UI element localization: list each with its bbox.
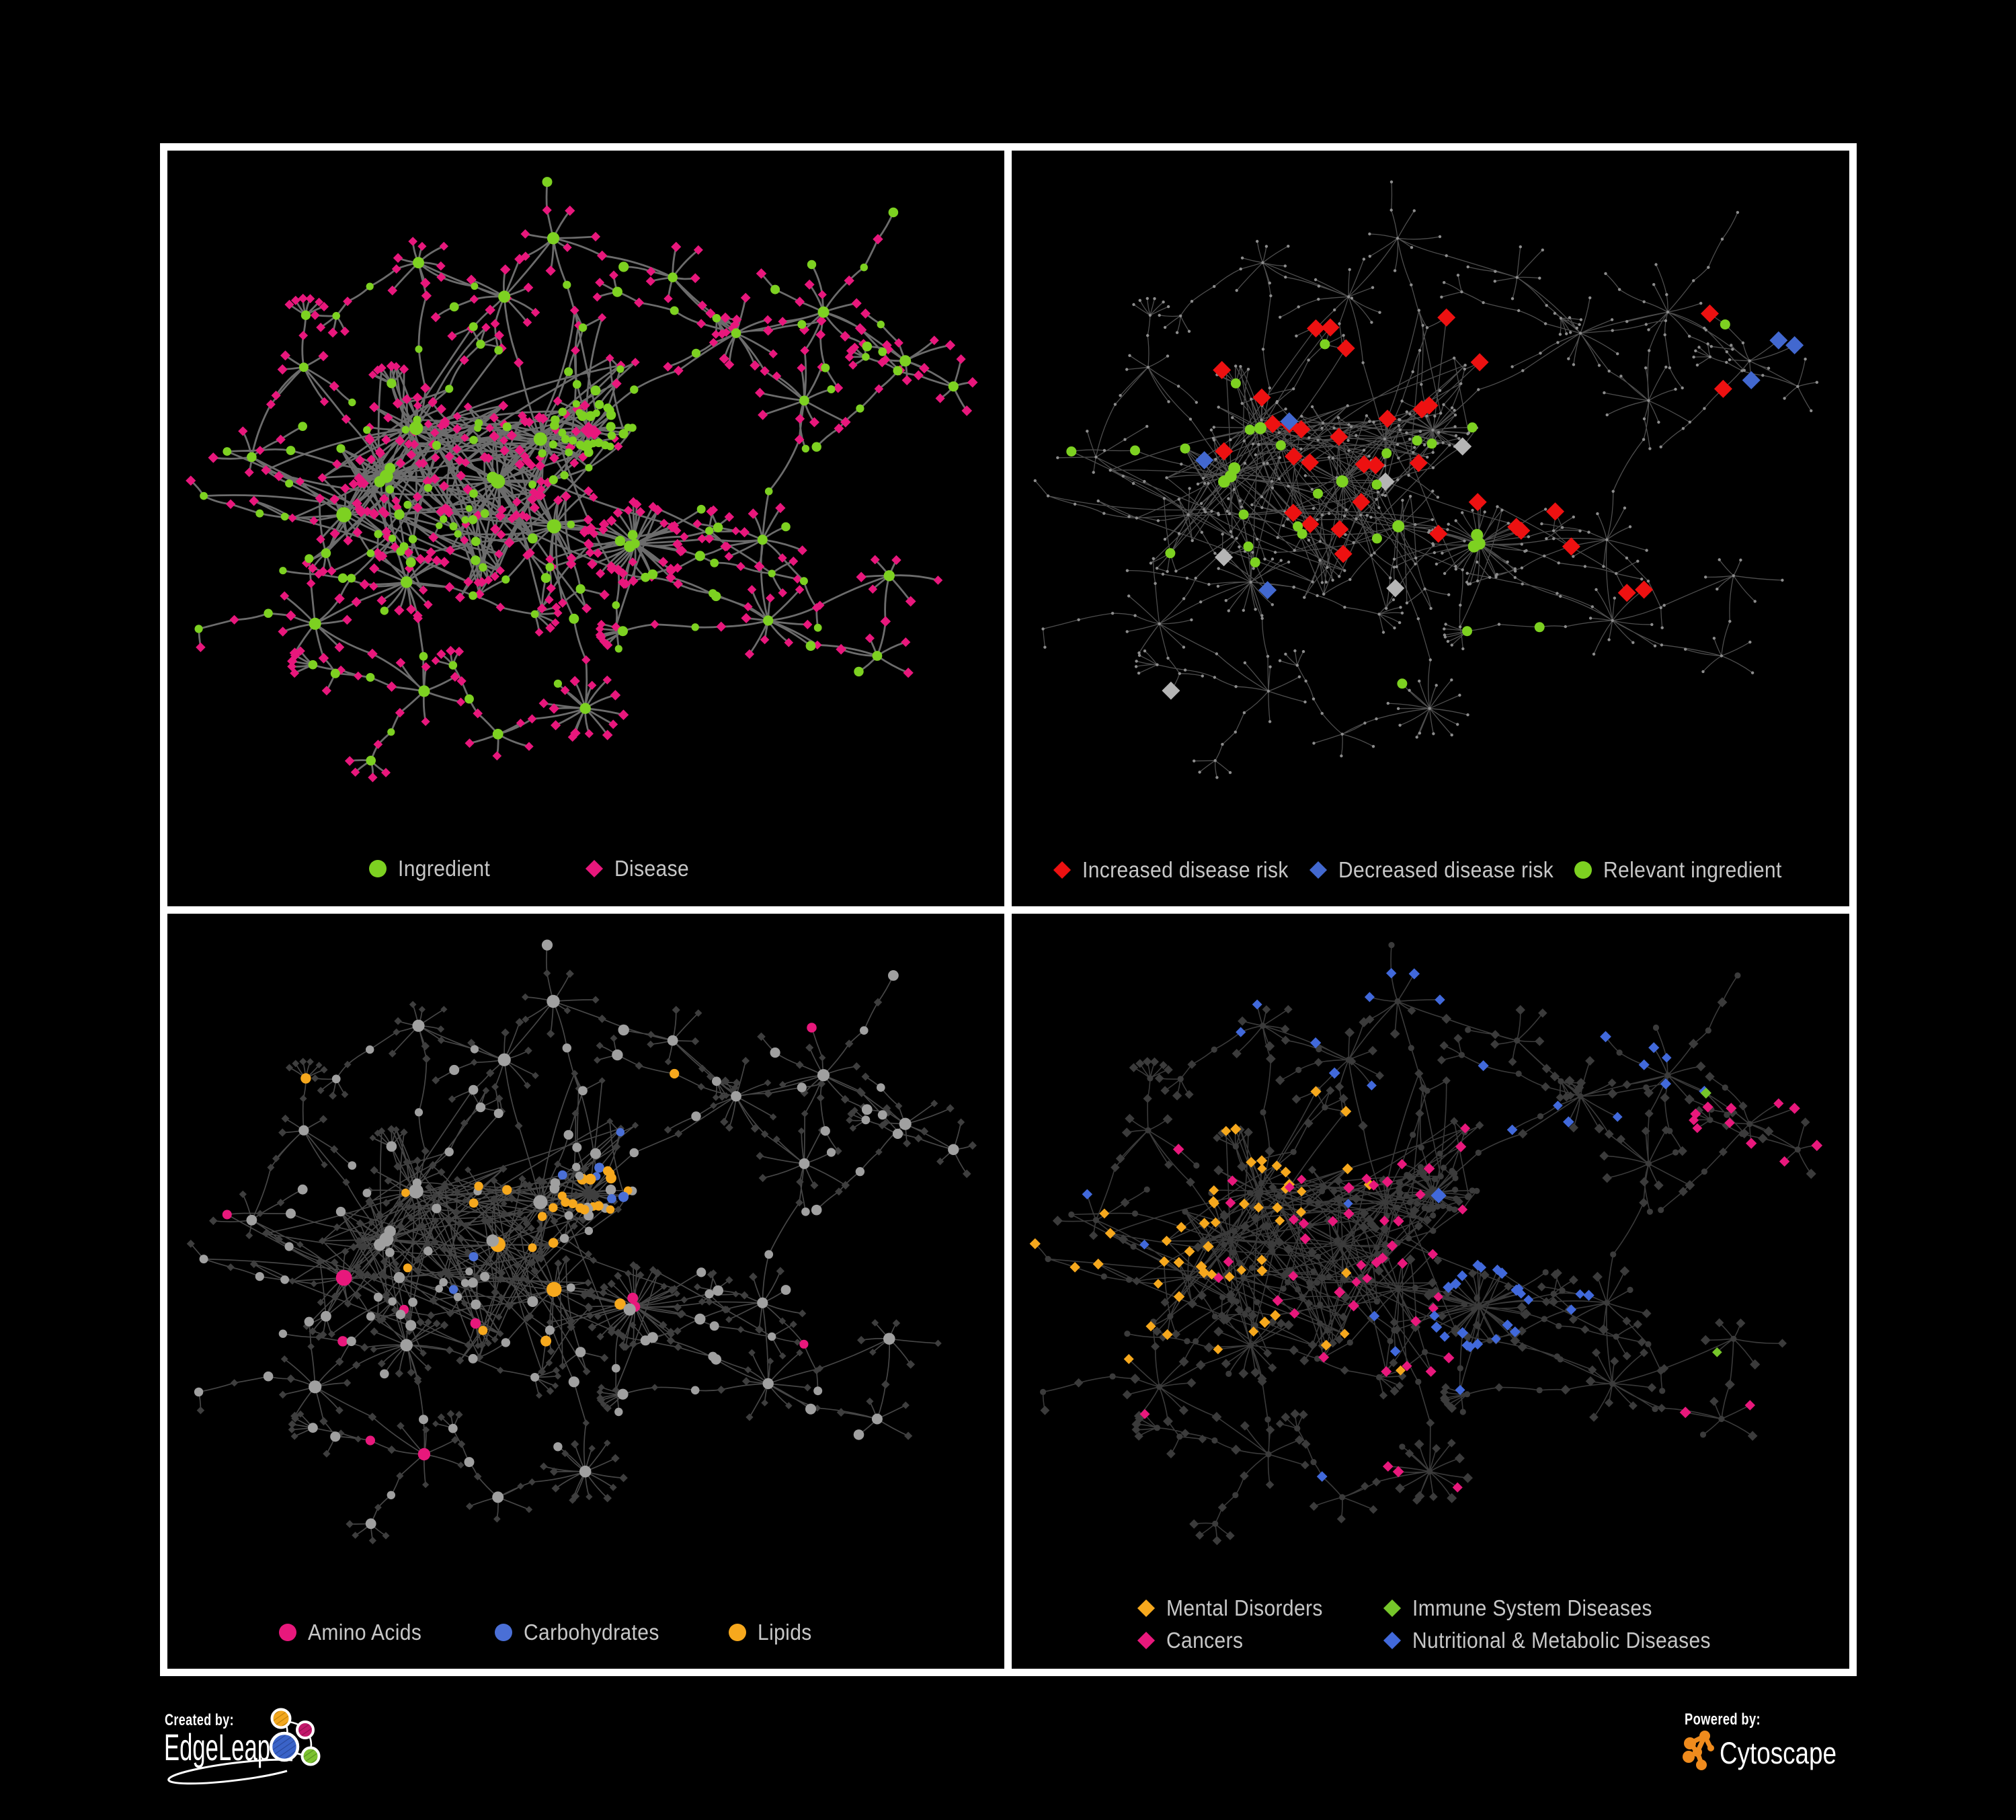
network-ingredient-disease (186, 177, 978, 783)
edgeleap-brand: Created by: EdgeLeap (164, 1708, 321, 1785)
network-disease-categories (1029, 942, 1823, 1546)
nutritional-metabolic-diseases-swatch-icon (1383, 1631, 1402, 1650)
edgeleap-swoosh (167, 1758, 293, 1785)
legend-item-carbohydrates: Carbohydrates (495, 1620, 673, 1645)
cytoscape-logo-icon (1683, 1731, 1714, 1770)
network-nutrient-classes (186, 939, 977, 1544)
powered-by-label: Powered by: (1685, 1710, 1761, 1729)
legend-label: Ingredient (398, 856, 491, 881)
panel-nutrient-classes: Amino Acids Carbohydrates Lipids (167, 914, 1004, 1669)
legend-item-ingredient: Ingredient (369, 856, 499, 881)
legend-label: Decreased disease risk (1338, 857, 1554, 882)
legend-label: Relevant ingredient (1603, 857, 1782, 882)
mental-disorders-swatch-icon (1137, 1599, 1156, 1618)
legend-item-relevant-ingredient: Relevant ingredient (1574, 857, 1800, 882)
legend-item-increased-risk: Increased disease risk (1053, 857, 1309, 882)
immune-system-diseases-swatch-icon (1383, 1599, 1402, 1618)
disease-swatch-icon (585, 859, 604, 878)
cytoscape-wordmark: Cytoscape (1720, 1736, 1837, 1770)
decreased-risk-swatch-icon (1309, 861, 1328, 879)
legend-item-mental-disorders: Mental Disorders (1137, 1595, 1338, 1620)
legend-item-lipids: Lipids (729, 1620, 817, 1645)
legend-label: Immune System Diseases (1412, 1595, 1652, 1620)
legend-label: Nutritional & Metabolic Diseases (1412, 1628, 1711, 1653)
increased-risk-swatch-icon (1053, 861, 1072, 879)
legend-item-nutritional-metabolic-diseases: Nutritional & Metabolic Diseases (1383, 1628, 1740, 1653)
legend-label: Mental Disorders (1166, 1595, 1323, 1620)
legend-label: Cancers (1166, 1628, 1244, 1653)
ingredient-swatch-icon (369, 860, 387, 877)
legend-label: Increased disease risk (1082, 857, 1289, 882)
legend-item-disease: Disease (585, 856, 696, 881)
legend-item-immune-system-diseases: Immune System Diseases (1383, 1595, 1676, 1620)
legend-item-amino-acids: Amino Acids (279, 1620, 433, 1645)
legend-label: Carbohydrates (524, 1620, 659, 1645)
edgeleap-logo-icon (269, 1708, 321, 1766)
legend-label: Disease (614, 856, 690, 881)
carbohydrates-swatch-icon (495, 1624, 512, 1641)
amino-acids-swatch-icon (279, 1624, 296, 1641)
legend-item-decreased-risk: Decreased disease risk (1309, 857, 1575, 882)
network-disease-risk (1033, 180, 1818, 779)
legend-label: Amino Acids (308, 1620, 422, 1645)
grid-divider-horizontal (167, 906, 1849, 914)
panel-disease-categories: Mental Disorders Immune System Diseases … (1012, 914, 1849, 1669)
cancers-swatch-icon (1137, 1631, 1156, 1650)
relevant-ingredient-swatch-icon (1574, 861, 1592, 879)
created-by-label: Created by: (165, 1711, 234, 1729)
legend-item-cancers: Cancers (1137, 1628, 1251, 1653)
cytoscape-brand: Powered by: Cytoscape (1683, 1710, 1837, 1770)
grid-frame (160, 143, 1857, 1676)
lipids-swatch-icon (729, 1624, 746, 1641)
panel-disease-risk: Increased disease risk Decreased disease… (1012, 151, 1849, 906)
legend-label: Lipids (758, 1620, 812, 1645)
panel-ingredient-disease: Ingredient Disease (167, 151, 1004, 906)
